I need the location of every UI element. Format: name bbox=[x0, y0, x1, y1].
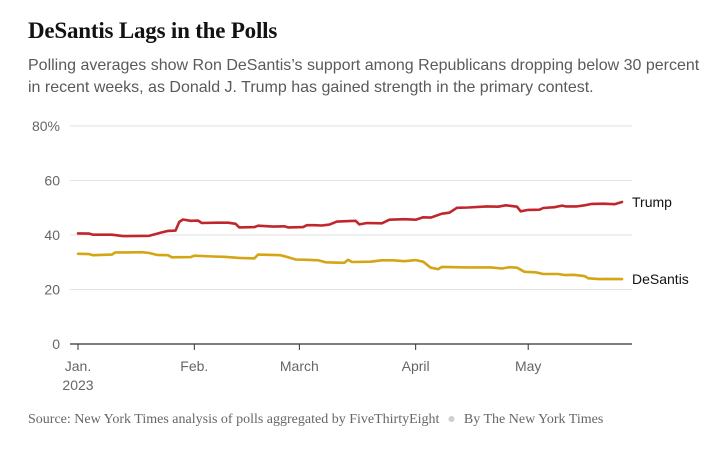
y-tick-label: 60 bbox=[44, 173, 60, 189]
x-axis-ticks: Jan. 2023 Feb. March April May bbox=[62, 344, 541, 393]
x-tick-sublabel: 2023 bbox=[62, 377, 93, 393]
x-tick-label: May bbox=[515, 358, 541, 374]
series-lines bbox=[76, 200, 624, 281]
line-chart: 0 20 40 60 80% Jan. 2023 Feb. March April May Tru… bbox=[32, 118, 689, 393]
y-tick-label: 40 bbox=[44, 227, 60, 243]
x-tick-label: April bbox=[402, 358, 430, 374]
x-tick-label: Feb. bbox=[180, 358, 208, 374]
y-axis-ticks: 0 20 40 60 80% bbox=[32, 118, 60, 352]
separator-dot: ● bbox=[447, 412, 456, 427]
chart-subtitle: Polling averages show Ron DeSantis’s sup… bbox=[28, 57, 700, 96]
y-tick-label: 0 bbox=[52, 336, 60, 352]
chart-source: Source: New York Times analysis of polls… bbox=[28, 409, 688, 431]
desantis-series-label: DeSantis bbox=[632, 271, 689, 287]
source-text: Source: New York Times analysis of polls… bbox=[28, 412, 440, 427]
desantis-line bbox=[76, 250, 624, 281]
trump-line bbox=[76, 200, 624, 238]
series-labels: Trump DeSantis bbox=[632, 194, 689, 287]
x-tick-label: Jan. bbox=[65, 358, 91, 374]
y-tick-label: 20 bbox=[44, 282, 60, 298]
trump-series-label: Trump bbox=[632, 194, 672, 210]
y-tick-label: 80% bbox=[32, 118, 60, 134]
gridlines bbox=[70, 125, 632, 290]
byline-text: By The New York Times bbox=[463, 412, 604, 427]
x-tick-label: March bbox=[280, 358, 319, 374]
chart-title: DeSantis Lags in the Polls bbox=[28, 18, 278, 43]
